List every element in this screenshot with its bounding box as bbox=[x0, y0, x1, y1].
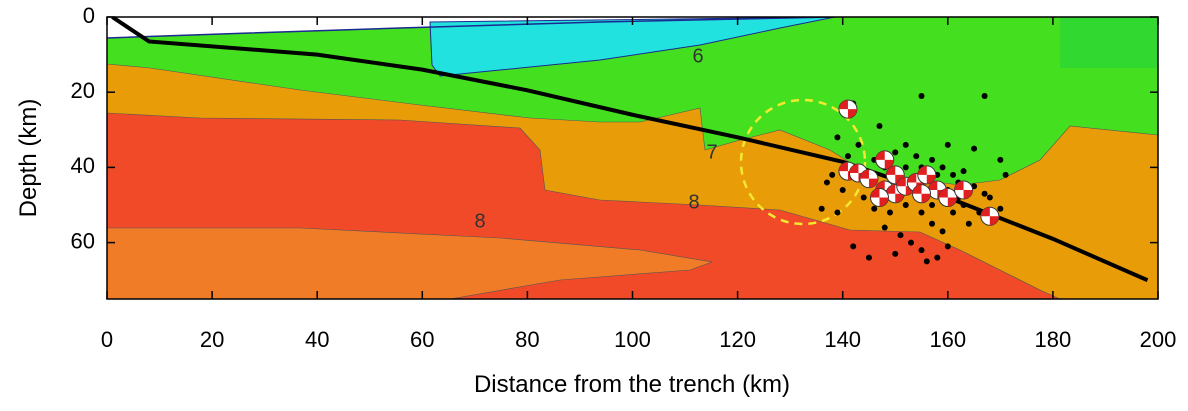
x-tick-label: 160 bbox=[929, 327, 966, 352]
x-tick-label: 0 bbox=[101, 327, 113, 352]
earthquake bbox=[997, 157, 1003, 163]
x-tick-label: 180 bbox=[1035, 327, 1072, 352]
contour-label: 7 bbox=[706, 141, 717, 163]
x-tick-label: 100 bbox=[614, 327, 651, 352]
earthquake bbox=[855, 142, 861, 148]
earthquake bbox=[982, 93, 988, 99]
y-tick-label: 60 bbox=[71, 228, 95, 253]
y-tick-label: 20 bbox=[71, 78, 95, 103]
earthquake bbox=[940, 228, 946, 234]
contour-label: 6 bbox=[692, 45, 703, 67]
chart: 6 7 8 8 Distance from the trench (km) De… bbox=[0, 0, 1188, 406]
earthquake bbox=[1003, 172, 1009, 178]
earthquake bbox=[987, 194, 993, 200]
earthquake bbox=[913, 153, 919, 159]
earthquake bbox=[982, 191, 988, 197]
region bbox=[1060, 17, 1158, 68]
earthquake bbox=[871, 206, 877, 212]
earthquake bbox=[940, 164, 946, 170]
x-tick-label: 60 bbox=[410, 327, 434, 352]
earthquake bbox=[819, 206, 825, 212]
earthquake bbox=[908, 240, 914, 246]
earthquake bbox=[919, 93, 925, 99]
earthquake bbox=[961, 202, 967, 208]
x-tick-label: 120 bbox=[719, 327, 756, 352]
earthquake bbox=[924, 258, 930, 264]
earthquake bbox=[876, 123, 882, 129]
contour-label: 8 bbox=[474, 210, 485, 232]
x-tick-label: 40 bbox=[305, 327, 329, 352]
earthquake bbox=[866, 255, 872, 261]
earthquake bbox=[945, 243, 951, 249]
y-axis-label: Depth (km) bbox=[15, 99, 42, 218]
earthquake bbox=[950, 172, 956, 178]
earthquake bbox=[971, 146, 977, 152]
earthquake bbox=[919, 210, 925, 216]
earthquake bbox=[829, 172, 835, 178]
contour-label: 8 bbox=[688, 191, 699, 213]
y-tick-label: 0 bbox=[83, 3, 95, 28]
earthquake bbox=[887, 210, 893, 216]
x-tick-label: 20 bbox=[200, 327, 224, 352]
earthquake bbox=[929, 157, 935, 163]
earthquake bbox=[945, 142, 951, 148]
earthquake bbox=[961, 168, 967, 174]
earthquake bbox=[997, 206, 1003, 212]
earthquake bbox=[934, 255, 940, 261]
earthquake bbox=[966, 221, 972, 227]
earthquake bbox=[892, 149, 898, 155]
earthquake bbox=[903, 142, 909, 148]
earthquake bbox=[861, 194, 867, 200]
x-tick-label: 140 bbox=[824, 327, 861, 352]
y-tick-label: 40 bbox=[71, 153, 95, 178]
earthquake bbox=[929, 221, 935, 227]
earthquake bbox=[892, 251, 898, 257]
earthquake bbox=[845, 153, 851, 159]
earthquake bbox=[834, 210, 840, 216]
earthquake bbox=[882, 225, 888, 231]
earthquake bbox=[903, 202, 909, 208]
earthquake bbox=[898, 232, 904, 238]
x-tick-label: 200 bbox=[1140, 327, 1177, 352]
earthquake bbox=[840, 187, 846, 193]
earthquake bbox=[950, 210, 956, 216]
earthquake bbox=[929, 202, 935, 208]
earthquake bbox=[824, 179, 830, 185]
earthquake bbox=[834, 134, 840, 140]
earthquake bbox=[850, 243, 856, 249]
x-tick-label: 80 bbox=[515, 327, 539, 352]
earthquake bbox=[919, 247, 925, 253]
earthquake bbox=[903, 164, 909, 170]
x-axis-label: Distance from the trench (km) bbox=[474, 371, 790, 398]
